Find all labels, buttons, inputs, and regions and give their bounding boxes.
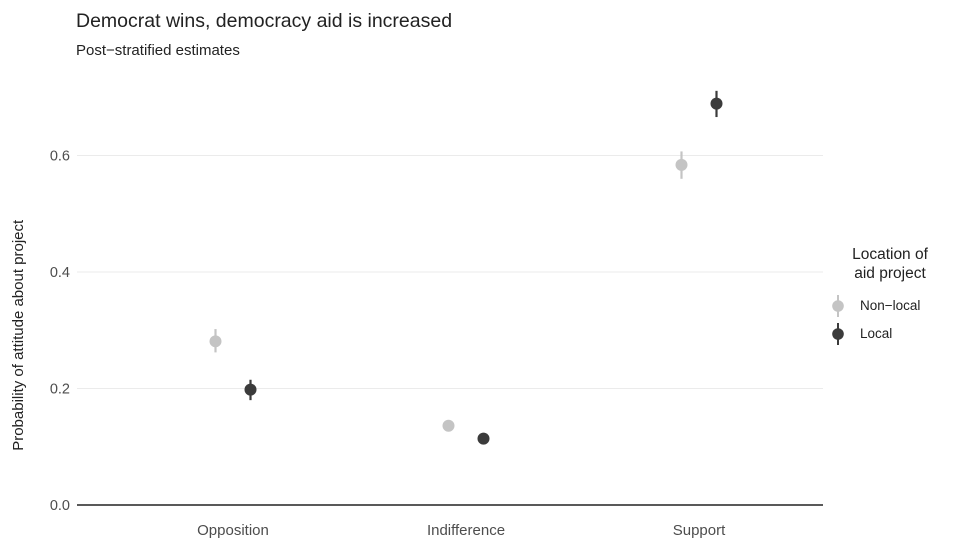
legend-title-line-2: aid project: [854, 265, 926, 282]
data-point: [675, 158, 688, 171]
legend-label-local: Local: [860, 326, 893, 341]
legend-key-non-local: [832, 295, 844, 317]
y-tick-label: 0.0: [50, 498, 70, 514]
x-tick-label: Support: [673, 522, 726, 539]
chart-title: Democrat wins, democracy aid is increase…: [76, 10, 453, 32]
legend: Location of aid project Non−local Local: [826, 245, 954, 348]
x-tick-label: Opposition: [197, 522, 269, 539]
data-point: [710, 97, 723, 110]
legend-key-local: [832, 323, 844, 345]
y-tick-label: 0.2: [50, 382, 70, 398]
y-tick-label: 0.6: [50, 149, 70, 165]
x-tick-label: Indifference: [427, 522, 505, 539]
y-axis-title: Probability of attitude about project: [10, 219, 27, 451]
data-point: [442, 419, 455, 432]
legend-item-non-local: Non−local: [826, 292, 954, 320]
legend-item-local: Local: [826, 320, 954, 348]
data-point: [477, 432, 490, 445]
legend-title: Location of aid project: [826, 245, 954, 283]
data-point: [244, 383, 257, 396]
data-point: [209, 335, 222, 348]
legend-title-line-1: Location of: [852, 246, 928, 263]
y-tick-label: 0.4: [50, 265, 70, 281]
legend-label-non-local: Non−local: [860, 298, 921, 313]
chart-subtitle: Post−stratified estimates: [76, 42, 240, 59]
